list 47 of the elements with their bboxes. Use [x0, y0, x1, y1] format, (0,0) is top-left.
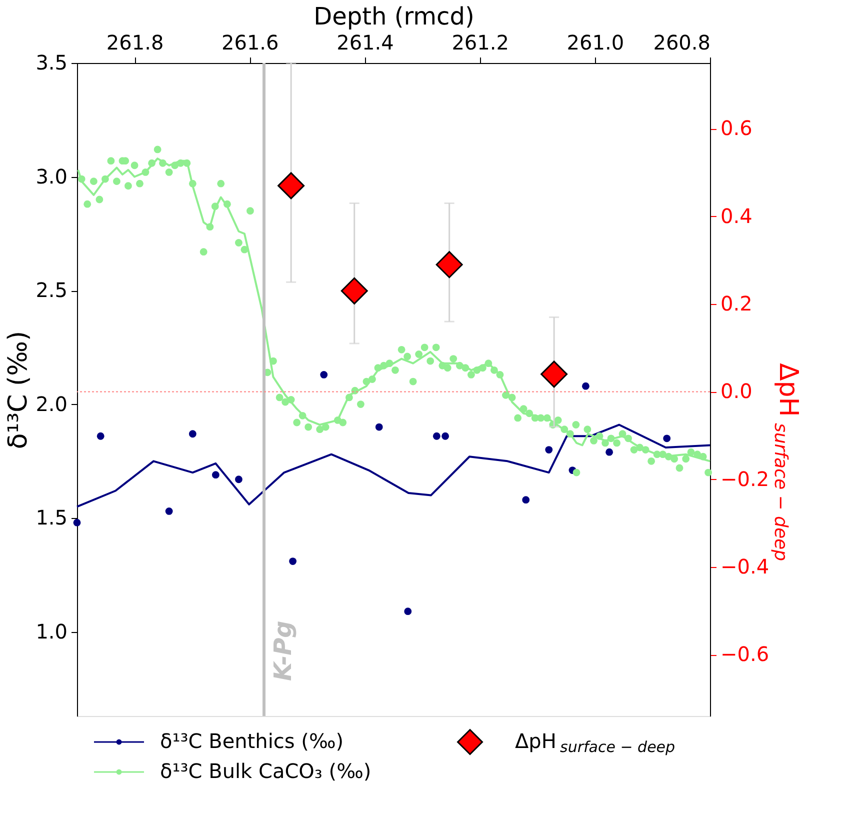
legend-label: δ¹³C Benthics (‰) — [160, 729, 344, 753]
point — [442, 432, 449, 440]
point — [582, 382, 590, 390]
point — [289, 558, 297, 565]
y-tick-label: 2.0 — [36, 392, 68, 416]
point — [96, 432, 104, 440]
y2-tick-label: 0.6 — [720, 116, 752, 140]
point — [320, 371, 328, 378]
ref-line-label: K-Pg — [269, 620, 298, 681]
y-tick-label: 3.0 — [36, 164, 68, 188]
y2-tick-label: 0.0 — [720, 379, 752, 404]
point — [73, 518, 81, 526]
line-series — [76, 424, 711, 508]
y2-axis-title: ΔpHsurface − deep — [770, 363, 803, 562]
x-tick-label: 260.8 — [653, 30, 710, 54]
point — [278, 172, 305, 200]
y2-tick-label: −0.4 — [720, 554, 770, 578]
point — [545, 446, 553, 454]
x-axis-title: Depth (rmcd) — [314, 2, 474, 30]
x-tick-label: 261.6 — [222, 30, 279, 54]
y2-tick-label: 0.4 — [720, 204, 752, 228]
point — [340, 277, 368, 304]
y-tick-label: 1.0 — [36, 619, 68, 644]
y-tick-label: 1.5 — [36, 506, 68, 530]
y2-tick-label: 0.2 — [720, 292, 752, 316]
y-tick-label: 2.5 — [36, 278, 68, 302]
point — [606, 448, 614, 456]
y-tick-label: 3.5 — [36, 50, 68, 74]
x-tick-label: 261.8 — [106, 30, 164, 54]
point — [375, 423, 383, 431]
x-tick-label: 261.2 — [452, 30, 509, 54]
point — [436, 251, 463, 278]
y-axis-title: δ¹³C (‰) — [4, 330, 34, 450]
x-tick-label: 261.4 — [336, 30, 394, 54]
point — [165, 508, 173, 515]
point — [663, 434, 671, 442]
point — [188, 430, 196, 438]
point — [404, 608, 412, 616]
y2-tick-label: −0.6 — [720, 642, 770, 666]
y2-tick-label: −0.2 — [720, 466, 770, 491]
point — [234, 476, 242, 484]
point — [432, 432, 440, 440]
legend-label: δ¹³C Bulk CaCO₃ (‰) — [160, 759, 372, 783]
point — [522, 496, 530, 504]
point — [212, 471, 220, 479]
point — [540, 360, 568, 388]
x-tick-label: 261.0 — [566, 30, 624, 54]
